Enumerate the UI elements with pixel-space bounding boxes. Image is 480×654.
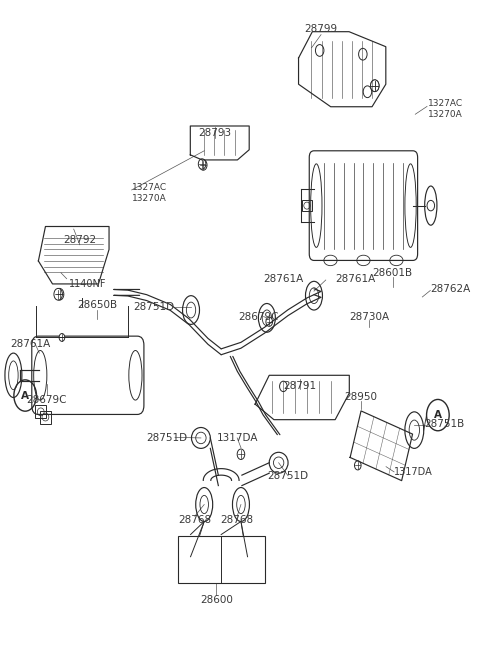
Text: 13270A: 13270A	[132, 194, 167, 203]
Text: A: A	[21, 390, 29, 400]
Text: 28679C: 28679C	[239, 311, 279, 322]
Circle shape	[371, 80, 379, 92]
Text: A: A	[434, 410, 442, 420]
Circle shape	[355, 461, 361, 470]
Text: 28650B: 28650B	[77, 300, 117, 310]
Text: 28751D: 28751D	[133, 302, 174, 313]
Circle shape	[198, 159, 206, 169]
Text: 28761A: 28761A	[10, 339, 50, 349]
Text: 28600: 28600	[200, 594, 233, 605]
Text: 28792: 28792	[63, 235, 96, 245]
Text: 1327AC: 1327AC	[132, 183, 167, 192]
Text: 28730A: 28730A	[349, 311, 389, 322]
Text: 1317DA: 1317DA	[394, 467, 433, 477]
Text: 28799: 28799	[304, 24, 337, 35]
Text: 13270A: 13270A	[429, 111, 463, 120]
Circle shape	[54, 288, 62, 300]
Circle shape	[200, 160, 207, 170]
Text: 28751D: 28751D	[146, 433, 187, 443]
Text: 1317DA: 1317DA	[216, 433, 258, 443]
Text: 28768: 28768	[178, 515, 211, 525]
Text: 28679C: 28679C	[26, 395, 67, 405]
Circle shape	[237, 449, 245, 460]
Circle shape	[371, 80, 379, 92]
Text: 28761A: 28761A	[263, 274, 303, 284]
Text: 28751D: 28751D	[267, 471, 309, 481]
Bar	[35, 405, 47, 419]
Text: 28793: 28793	[199, 128, 232, 137]
Text: 28950: 28950	[344, 392, 377, 402]
Bar	[40, 411, 51, 424]
Circle shape	[266, 317, 273, 326]
Circle shape	[59, 334, 65, 341]
Text: 1327AC: 1327AC	[429, 99, 464, 109]
Circle shape	[55, 288, 64, 300]
Text: 28601B: 28601B	[372, 269, 413, 279]
Bar	[302, 199, 312, 211]
Text: 28751B: 28751B	[425, 419, 465, 428]
Text: 28768: 28768	[221, 515, 254, 525]
Text: 28762A: 28762A	[431, 284, 470, 294]
Bar	[178, 536, 265, 583]
Text: 1140NF: 1140NF	[69, 279, 107, 289]
Text: 28791: 28791	[284, 381, 317, 390]
Text: 28761A: 28761A	[335, 274, 375, 284]
